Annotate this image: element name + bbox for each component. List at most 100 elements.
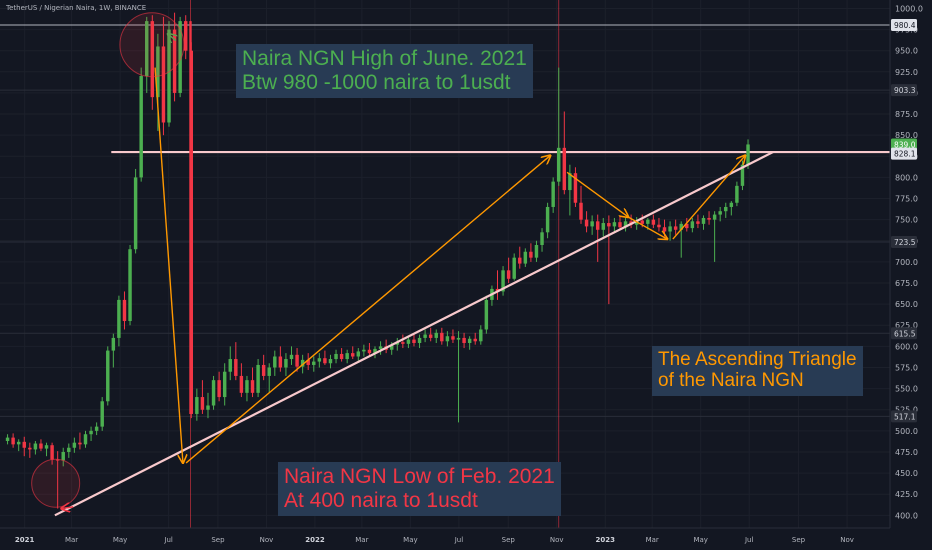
candle-body: [668, 226, 672, 232]
candle: [634, 217, 639, 230]
candle: [395, 337, 400, 351]
candle: [412, 333, 416, 347]
grid: [0, 0, 890, 528]
candle: [16, 439, 21, 452]
candle: [67, 443, 71, 458]
candle-body: [133, 177, 138, 250]
candle: [11, 433, 15, 448]
y-tick-label: 425.0: [895, 490, 918, 499]
candle: [729, 201, 734, 216]
candle-body: [44, 445, 49, 449]
candle: [78, 432, 82, 450]
candle-body: [685, 223, 689, 229]
price-tag-box: [891, 410, 917, 423]
candle: [573, 167, 578, 207]
candle-body: [512, 257, 516, 279]
candle: [612, 217, 617, 233]
candle-body: [540, 232, 544, 245]
candle: [89, 426, 93, 441]
y-tick-label: 950.0: [895, 47, 918, 56]
candle-body: [423, 334, 427, 338]
y-tick-label: 475.0: [895, 448, 918, 457]
candle-body: [200, 397, 205, 410]
candle-body: [640, 220, 644, 224]
candle-body: [55, 459, 60, 461]
candle: [479, 325, 483, 345]
candle-body: [351, 353, 355, 357]
candle-body: [323, 358, 327, 364]
candle: [673, 219, 678, 235]
price-tag: 980.4: [891, 19, 917, 32]
candle: [707, 211, 711, 225]
price-tag: 903.3: [891, 84, 917, 97]
candle-body: [618, 222, 622, 228]
candle: [83, 430, 88, 448]
candle-body: [562, 147, 567, 191]
candle: [718, 206, 722, 222]
candle: [724, 202, 728, 218]
candle-body: [568, 173, 572, 191]
high-annotation-line1: Naira NGN High of June. 2021: [242, 47, 527, 70]
low-annotation-line2: At 400 naira to 1usdt: [284, 488, 478, 512]
y-tick-label: 800.0: [895, 173, 918, 182]
candle-body: [100, 401, 104, 427]
candle-body: [679, 223, 683, 230]
candle: [183, 15, 188, 60]
candle-body: [261, 364, 266, 376]
candle-body: [657, 224, 661, 228]
candle-body: [701, 217, 706, 224]
candle-body: [362, 349, 366, 352]
y-axis[interactable]: 400.0 425.0 450.0 475.0 500.0 525.0 550.0 575.0…: [889, 0, 932, 550]
candle: [44, 442, 49, 457]
candle: [495, 270, 500, 300]
x-axis-background: [0, 528, 932, 550]
x-tick-label: Sep: [211, 536, 225, 544]
candle: [339, 348, 344, 362]
candle: [289, 346, 294, 365]
candle: [328, 354, 333, 369]
candle-body: [328, 359, 333, 364]
triangle-annotation-line1: The Ascending Triangle: [658, 349, 857, 370]
annotation-arrow: [672, 155, 745, 240]
candle-body: [156, 46, 160, 98]
candle: [145, 16, 149, 93]
candle: [284, 353, 288, 376]
candle-body: [551, 181, 555, 207]
y-tick-label: 775.0: [895, 195, 918, 204]
price-tag-label: 980.4: [894, 21, 916, 30]
candle-body: [451, 336, 455, 340]
candle-body: [724, 206, 728, 212]
candle-body: [378, 346, 383, 349]
horizontal-lines: [0, 24, 890, 417]
y-tick-label: 875.0: [895, 110, 918, 119]
candle-body: [373, 348, 377, 354]
candle: [295, 348, 299, 372]
candle: [696, 214, 700, 229]
candle: [590, 215, 594, 235]
trendlines: [54, 151, 774, 517]
candle: [128, 244, 132, 326]
candle-body: [484, 299, 489, 330]
candle: [735, 181, 739, 207]
candle: [523, 248, 528, 267]
candle-body: [284, 359, 288, 368]
x-tick-label: Mar: [355, 536, 368, 544]
candle-body: [312, 361, 316, 365]
candle-body: [273, 356, 277, 368]
y-tick-label: 625.0: [895, 321, 918, 330]
candle-body: [389, 344, 394, 350]
candle: [267, 363, 271, 393]
candle-body: [529, 251, 533, 258]
x-axis[interactable]: 2021 Mar May Jul Sep Nov 2022 Mar May Jul Sep Nov 20…: [0, 527, 932, 550]
candle: [172, 12, 177, 102]
candle-body: [495, 288, 500, 292]
candle: [662, 219, 667, 237]
candle: [512, 253, 516, 281]
candle-body: [339, 353, 344, 360]
candle-body: [646, 219, 650, 224]
candle: [245, 375, 249, 402]
candle-body: [111, 337, 116, 351]
x-tick-label: May: [693, 536, 707, 544]
candle: [39, 439, 43, 452]
